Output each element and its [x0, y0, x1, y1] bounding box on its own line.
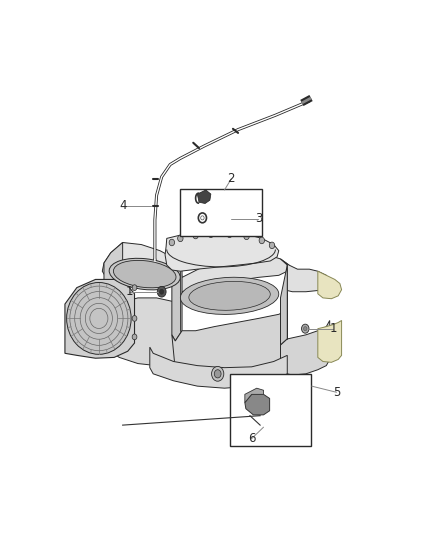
- Circle shape: [227, 231, 232, 238]
- Circle shape: [132, 334, 137, 340]
- Text: 1: 1: [126, 285, 133, 298]
- Polygon shape: [318, 320, 342, 362]
- Circle shape: [193, 232, 198, 239]
- Ellipse shape: [109, 259, 180, 290]
- Polygon shape: [102, 298, 180, 366]
- Ellipse shape: [180, 277, 279, 314]
- Text: 1: 1: [329, 322, 337, 335]
- Circle shape: [244, 233, 249, 240]
- Text: 4: 4: [119, 199, 127, 212]
- Polygon shape: [102, 243, 182, 288]
- Polygon shape: [165, 232, 279, 271]
- Polygon shape: [172, 310, 287, 378]
- Polygon shape: [65, 279, 134, 358]
- Circle shape: [178, 235, 183, 241]
- Circle shape: [214, 370, 221, 378]
- Text: 5: 5: [333, 386, 340, 399]
- Circle shape: [212, 366, 224, 381]
- Polygon shape: [245, 388, 264, 402]
- Ellipse shape: [113, 261, 176, 288]
- Ellipse shape: [189, 281, 270, 310]
- Polygon shape: [280, 320, 330, 375]
- Circle shape: [157, 286, 166, 297]
- Polygon shape: [150, 347, 287, 388]
- Circle shape: [132, 285, 137, 290]
- FancyBboxPatch shape: [180, 189, 262, 236]
- Circle shape: [301, 324, 309, 333]
- Polygon shape: [172, 255, 289, 292]
- Text: 6: 6: [248, 432, 255, 445]
- Polygon shape: [104, 243, 123, 322]
- Polygon shape: [172, 259, 182, 341]
- Polygon shape: [245, 394, 270, 415]
- Text: 3: 3: [255, 212, 262, 225]
- Polygon shape: [280, 259, 330, 292]
- Circle shape: [159, 289, 164, 294]
- Polygon shape: [197, 190, 211, 204]
- Circle shape: [259, 237, 265, 244]
- FancyBboxPatch shape: [230, 374, 311, 446]
- Text: 6: 6: [264, 434, 272, 447]
- Text: 2: 2: [227, 172, 235, 185]
- Circle shape: [169, 239, 175, 246]
- Circle shape: [208, 231, 214, 238]
- Ellipse shape: [67, 282, 131, 354]
- Circle shape: [132, 316, 137, 321]
- Polygon shape: [280, 265, 287, 345]
- Polygon shape: [318, 271, 342, 298]
- Circle shape: [304, 327, 307, 330]
- Circle shape: [269, 242, 275, 248]
